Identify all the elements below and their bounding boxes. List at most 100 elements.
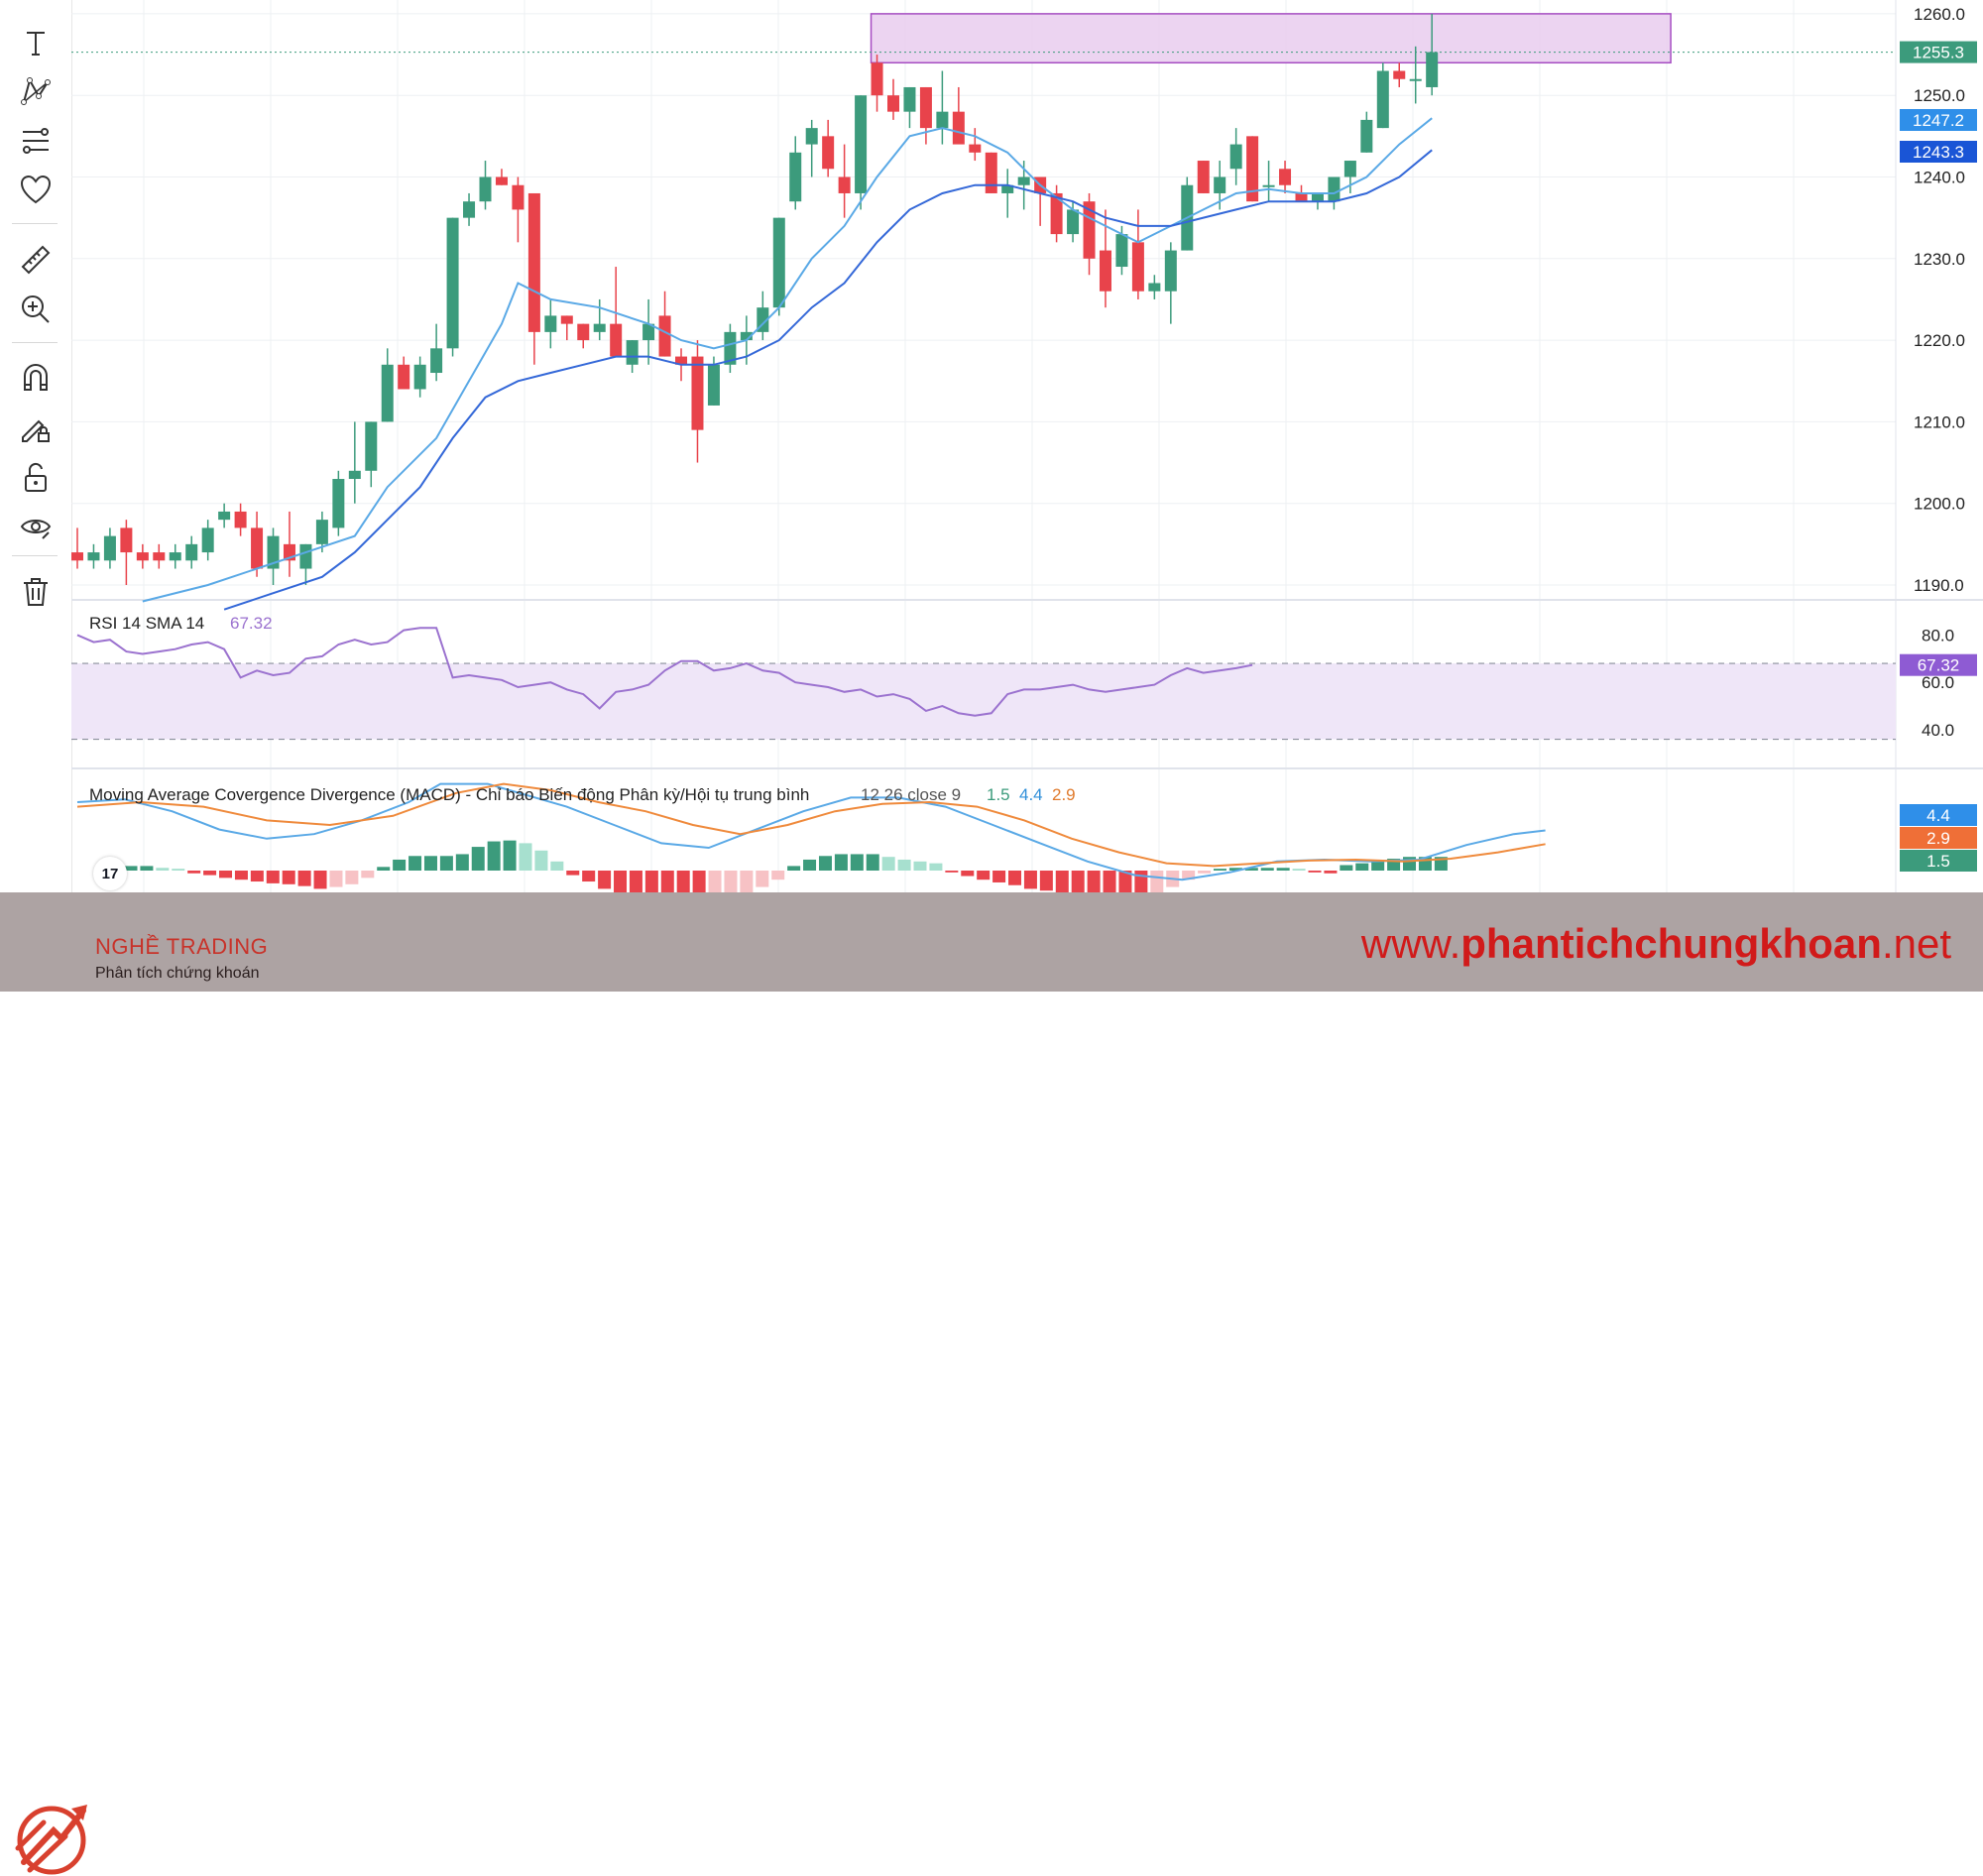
candle-body — [136, 552, 149, 561]
macd-histogram-bar — [929, 863, 943, 871]
macd-histogram-bar — [503, 840, 517, 871]
macd-legend-signal: 2.9 — [1052, 785, 1076, 804]
macd-histogram-bar — [771, 871, 785, 880]
candle-body — [1262, 184, 1275, 187]
macd-histogram-bar — [250, 871, 264, 882]
macd-histogram-bar — [740, 871, 754, 892]
macd-histogram-bar — [156, 868, 170, 871]
macd-histogram-bar — [439, 856, 453, 871]
rsi-value-label: 67.32 — [1918, 656, 1960, 675]
macd-histogram-bar — [1198, 871, 1212, 874]
brand-logo-icon — [15, 1805, 87, 1875]
heart-tool[interactable] — [14, 169, 58, 212]
macd-histogram-bar — [377, 867, 391, 871]
macd-histogram-bar — [1292, 869, 1306, 871]
unlock-icon — [25, 462, 47, 492]
candle-body — [218, 511, 231, 521]
trash-icon — [24, 578, 48, 606]
macd-histogram-bar — [1103, 871, 1116, 892]
macd-histogram-bar — [1355, 863, 1369, 871]
y-tick-label: 1210.0 — [1914, 412, 1965, 431]
macd-histogram-bar — [1324, 871, 1338, 874]
magnet-tool[interactable] — [14, 357, 58, 401]
rsi-tick-label: 40.0 — [1922, 721, 1954, 740]
macd-histogram-bar — [203, 871, 217, 876]
macd-histogram-bar — [614, 871, 628, 892]
candle-body — [593, 323, 606, 332]
trash-tool[interactable] — [14, 570, 58, 614]
toolbar-separator — [12, 555, 58, 556]
macd-histogram-bar — [803, 859, 817, 871]
macd-signal-line — [76, 782, 1546, 868]
candle-body — [120, 528, 133, 553]
eye-tool[interactable] — [14, 506, 58, 549]
candle-body — [969, 144, 982, 153]
macd-histogram-bar — [660, 871, 674, 892]
candle-body — [463, 201, 476, 218]
candle-body — [153, 552, 166, 561]
fib-tool[interactable] — [14, 119, 58, 163]
candle-body — [903, 86, 916, 112]
rsi-band — [71, 663, 1896, 740]
last-price-label-bg — [1900, 41, 1977, 63]
last-price-label: 1255.3 — [1913, 44, 1964, 62]
candle-body — [201, 528, 214, 553]
price-chart-svg[interactable]: 1190.0 1200.0 1210.0 1220.0 1230.0 1240.0 1250… — [0, 0, 1983, 892]
candle-body — [675, 356, 688, 365]
macd-histogram-bar — [1182, 871, 1196, 880]
footer-banner — [0, 892, 1983, 1875]
candle-body — [936, 111, 949, 129]
macd-histogram-bar — [1134, 871, 1148, 892]
macd-histogram-bar — [676, 871, 690, 892]
pattern-tool[interactable] — [14, 69, 58, 113]
macd-histogram-bar — [1008, 871, 1022, 885]
pencil-lock-tool[interactable] — [14, 407, 58, 450]
toolbar-separator — [12, 223, 58, 224]
candle-body — [724, 331, 737, 365]
macd-histogram-bar — [455, 854, 469, 871]
unlock-tool[interactable] — [14, 456, 58, 500]
macd-histogram-bar — [897, 859, 911, 871]
candle-body — [1393, 70, 1406, 79]
macd-axis-label: 4.4 — [1926, 806, 1950, 825]
macd-histogram-bar — [866, 854, 879, 871]
candle-body — [103, 535, 116, 561]
candle-body — [1099, 250, 1111, 292]
zoom-in-tool[interactable] — [14, 288, 58, 331]
macd-histogram-bar — [644, 871, 658, 892]
macd-histogram-bar — [471, 847, 485, 871]
candle-body — [658, 315, 671, 357]
macd-histogram-bar — [487, 841, 501, 871]
candle-body — [544, 315, 557, 332]
candle-body — [952, 111, 965, 145]
candle-body — [234, 511, 247, 528]
macd-histogram-bar — [1260, 868, 1274, 871]
macd-histogram-bar — [266, 871, 280, 883]
ma-slow-label-bg — [1900, 141, 1977, 163]
pattern-icon — [21, 77, 51, 105]
macd-axis-label-bg — [1900, 804, 1977, 826]
candle-body — [1229, 144, 1242, 170]
macd-histogram-bar — [187, 871, 201, 874]
tradingview-logo[interactable]: 17 — [93, 857, 127, 890]
website-url[interactable]: www.phantichchungkhoan.net — [1361, 920, 1951, 968]
macd-histogram-bar — [345, 871, 359, 884]
rsi-tick-label: 80.0 — [1922, 626, 1954, 645]
ruler-tool[interactable] — [14, 238, 58, 282]
macd-histogram-bar — [1371, 861, 1385, 871]
macd-histogram-bar — [423, 856, 437, 871]
candle-body — [1001, 184, 1014, 193]
candle-body — [985, 152, 997, 193]
candle-body — [430, 348, 443, 374]
candle-body — [577, 323, 590, 341]
candle-body — [1017, 176, 1030, 185]
macd-histogram-bar — [1150, 871, 1164, 892]
macd-histogram-bar — [534, 850, 548, 871]
pencil-lock-icon — [22, 419, 50, 442]
text-tool[interactable] — [14, 22, 58, 65]
candle-body — [315, 520, 328, 544]
candle-body — [1115, 234, 1128, 268]
candle-body — [1295, 192, 1308, 202]
candle-body — [479, 176, 492, 202]
candle-body — [1311, 192, 1324, 202]
